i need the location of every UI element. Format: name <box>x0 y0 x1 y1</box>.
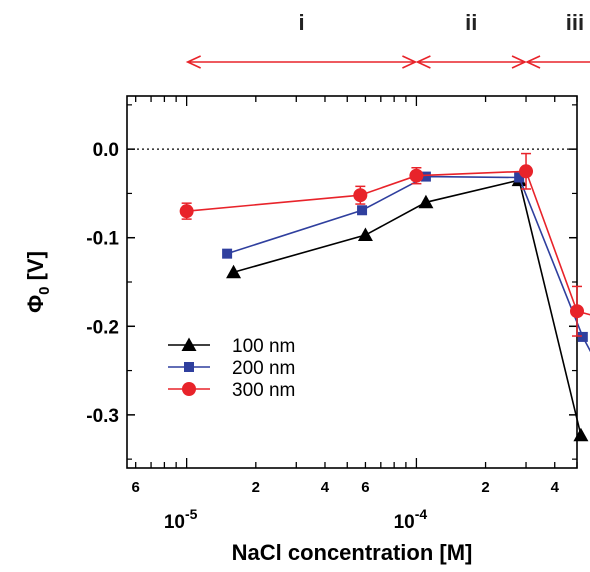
legend-label: 100 nm <box>232 336 295 357</box>
marker-triangle <box>226 264 242 279</box>
marker-square <box>222 248 233 259</box>
marker-circle <box>570 304 584 319</box>
x-major-tick-exponent: -4 <box>415 506 428 522</box>
marker-circle <box>182 382 196 396</box>
marker-square <box>357 205 368 216</box>
legend-label: 300 nm <box>232 380 295 401</box>
x-major-tick-mantissa: 10 <box>164 512 185 533</box>
marker-circle <box>353 188 368 203</box>
series-circle <box>179 152 590 337</box>
y-axis-title-subscript: 0 <box>36 287 53 295</box>
y-tick-label: 0.0 <box>93 140 119 161</box>
x-minor-tick-label: 6 <box>361 479 369 496</box>
marker-circle <box>519 164 534 179</box>
y-tick-label: -0.2 <box>86 317 119 338</box>
x-axis-title: NaCl concentration [M] <box>232 540 473 565</box>
legend-label: 200 nm <box>232 358 295 379</box>
series-square <box>222 171 590 353</box>
y-axis-title: Φ0 [V] <box>23 251 53 313</box>
region-label: i <box>298 10 304 35</box>
x-minor-tick-label: 2 <box>252 479 260 496</box>
x-minor-tick-label: 6 <box>132 479 140 496</box>
marker-square <box>420 171 431 182</box>
marker-circle <box>179 204 194 219</box>
x-major-tick-exponent: -5 <box>185 506 198 522</box>
marker-triangle <box>573 427 589 442</box>
region-label: iii <box>566 10 584 35</box>
x-minor-tick-label: 4 <box>321 479 330 496</box>
y-tick-label: -0.1 <box>86 229 119 250</box>
region-arrow-head-right <box>511 55 527 69</box>
region-arrow-head-right <box>402 55 418 69</box>
y-axis: 0.0 -0.1 -0.2 -0.3 <box>86 104 577 460</box>
marker-circle <box>409 168 424 183</box>
marker-triangle <box>181 337 197 351</box>
x-major-tick-label: 10-5 <box>164 506 198 533</box>
marker-triangle <box>357 227 373 242</box>
region-arrow-head-left <box>185 55 201 69</box>
series-layer <box>179 152 590 442</box>
plot-frame <box>126 95 578 469</box>
x-minor-tick-label: 2 <box>481 479 489 496</box>
y-tick-label: -0.3 <box>86 406 119 427</box>
marker-square <box>514 172 525 183</box>
region-label: ii <box>465 10 477 35</box>
x-major-tick-mantissa: 10 <box>394 512 415 533</box>
marker-triangle <box>418 194 434 209</box>
x-major-tick-label: 10-4 <box>394 506 428 533</box>
region-arrow-head-left <box>415 55 431 69</box>
series-triangle <box>226 172 589 442</box>
marker-square <box>184 362 194 372</box>
y-axis-title-unit: [V] <box>23 251 48 286</box>
region-arrow-head-left <box>525 55 541 69</box>
marker-square <box>577 331 588 342</box>
x-minor-tick-label: 4 <box>551 479 560 496</box>
regions-layer: iiiiiiiv <box>185 10 590 69</box>
y-axis-title-symbol: Φ <box>23 295 48 313</box>
